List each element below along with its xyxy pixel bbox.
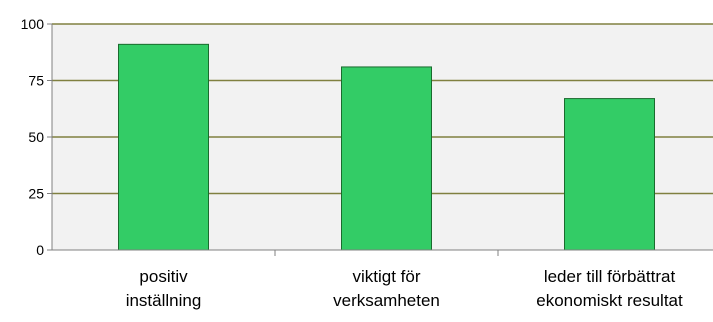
x-category-label: ekonomiskt resultat — [536, 291, 683, 310]
y-tick-label: 100 — [21, 16, 45, 32]
y-tick-label: 25 — [28, 186, 44, 202]
x-category-label: verksamheten — [333, 291, 440, 310]
y-tick-label: 50 — [28, 129, 44, 145]
bar — [118, 43, 209, 251]
y-axis-ticks: 0 25 50 75 100 — [21, 16, 52, 258]
x-category-label: inställning — [126, 291, 202, 310]
x-axis-labels: positiv inställning viktigt för verksamhete… — [126, 267, 683, 310]
bar — [564, 98, 655, 251]
y-tick-label: 75 — [28, 73, 44, 89]
bars — [118, 43, 655, 251]
x-category-label: viktigt för — [352, 267, 420, 286]
x-category-label: leder till förbättrat — [544, 267, 676, 286]
bar — [341, 66, 432, 251]
y-tick-label: 0 — [36, 242, 44, 258]
x-category-label: positiv — [139, 267, 188, 286]
